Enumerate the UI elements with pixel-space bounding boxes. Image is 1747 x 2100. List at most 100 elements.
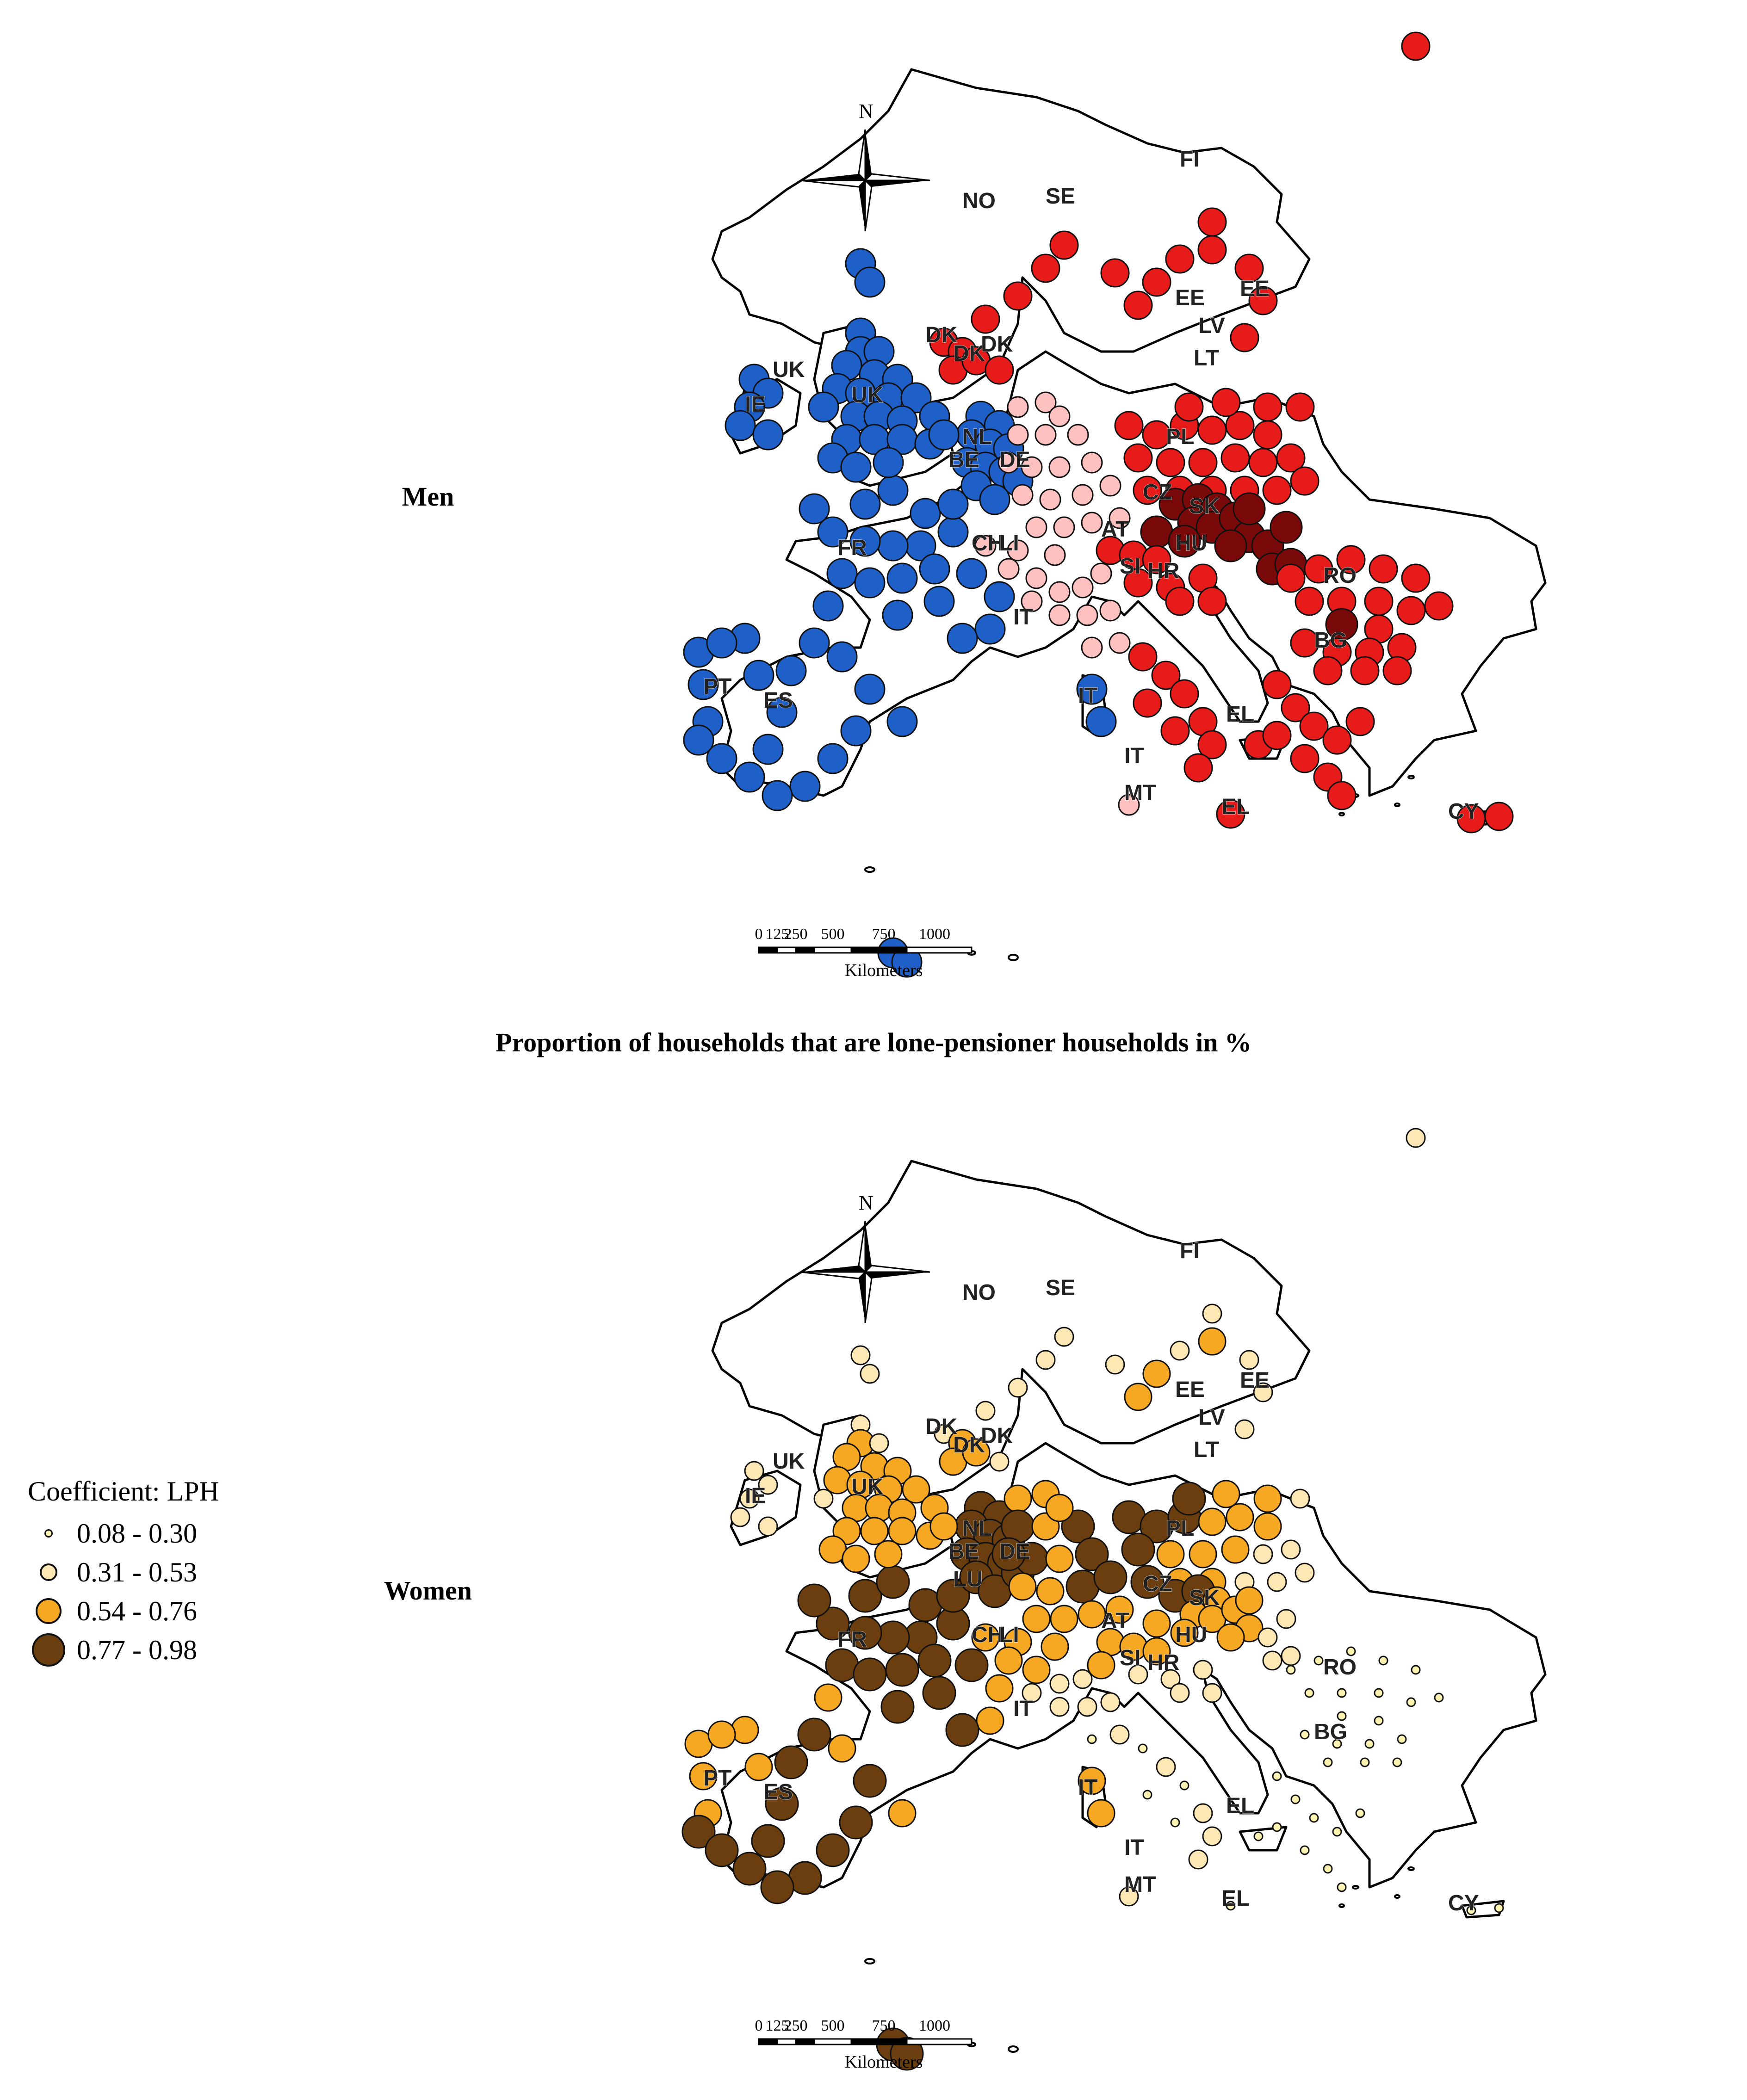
country-code-label: FR [837, 536, 867, 560]
region-point [923, 586, 955, 617]
region-point [1262, 670, 1292, 699]
region-point [1123, 443, 1153, 473]
region-point [1170, 1683, 1190, 1703]
map-panel-men: NO SE FI EE EE LV LT DK DK DK IE UK UK NL BE DE PL CZ SK AT… [683, 0, 1747, 1008]
region-point [812, 590, 844, 622]
region-point [1007, 396, 1029, 418]
region-point [1142, 1609, 1171, 1638]
region-point [928, 419, 960, 451]
region-point [1099, 599, 1121, 622]
region-point [1048, 405, 1071, 427]
region-point [848, 1616, 882, 1650]
region-point [1202, 1826, 1222, 1847]
region-point [1234, 253, 1264, 283]
region-point [1401, 563, 1431, 593]
region-point [962, 1438, 991, 1467]
region-point [1049, 1674, 1070, 1694]
region-point [1093, 1560, 1127, 1594]
region-point [760, 1870, 794, 1904]
region-point [823, 1466, 852, 1495]
region-point [1248, 286, 1278, 315]
region-point [971, 304, 1000, 334]
islet-outline [1407, 775, 1415, 779]
region-point [1130, 1565, 1165, 1599]
legend-title: Coefficient: LPH [28, 1476, 219, 1507]
region-point [1345, 707, 1375, 736]
north-label: N [859, 1192, 874, 1214]
region-point [799, 493, 830, 525]
region-point [848, 1579, 882, 1613]
region-point [1142, 545, 1171, 574]
region-point [1406, 1128, 1426, 1148]
legend-symbol-medium-circle [28, 1554, 69, 1591]
region-point [854, 567, 886, 599]
scale-tick-label: 1000 [919, 2017, 950, 2034]
region-point [869, 1433, 889, 1453]
region-point [1313, 656, 1343, 686]
region-point [1188, 448, 1218, 477]
region-point [813, 1489, 834, 1509]
country-code-label: SE [1046, 1276, 1075, 1300]
scale-unit-label: Kilometers [845, 961, 923, 980]
region-point [876, 1565, 910, 1599]
region-point [1364, 1739, 1375, 1749]
region-point [854, 266, 886, 298]
region-point [758, 1516, 778, 1537]
north-arrow-icon: N [800, 100, 930, 232]
country-code-label: DK [953, 1433, 985, 1458]
country-code-label: HR [1147, 559, 1179, 583]
country-code-label: LT [1194, 1438, 1219, 1462]
region-point [1133, 688, 1162, 718]
country-code-label: EE [1240, 1368, 1270, 1393]
region-point [1035, 424, 1057, 446]
country-code-label: SK [1189, 494, 1220, 519]
country-code-label: UK [851, 1475, 884, 1499]
region-point [1151, 661, 1181, 690]
scale-unit-label: Kilometers [845, 2052, 923, 2072]
region-point [1281, 1539, 1301, 1560]
region-point [1048, 581, 1071, 603]
region-point [1081, 451, 1103, 474]
scale-tick-label: 250 [784, 2017, 808, 2034]
region-point [1272, 1771, 1282, 1781]
region-point [1355, 1808, 1365, 1818]
region-point [1360, 1757, 1370, 1767]
region-point [910, 498, 941, 529]
country-code-label: MT [1124, 1872, 1156, 1897]
region-point [1290, 628, 1320, 658]
islet-outline [1407, 1866, 1415, 1871]
region-point [997, 558, 1020, 580]
map-panel-women: NO SE FI EE EE LV LT DK DK DK IE UK UK NL BE LU DE PL CZ SK… [681, 1092, 1747, 2091]
region-point [1350, 656, 1380, 686]
region-point [853, 1657, 887, 1692]
region-point [1239, 1350, 1259, 1370]
region-point [1300, 1845, 1310, 1855]
scale-tick-label: 125 [766, 2017, 789, 2034]
region-point [1160, 1669, 1181, 1689]
country-code-label: SE [1046, 184, 1075, 209]
scale-tick-label: 750 [872, 2017, 896, 2034]
region-point [900, 382, 932, 414]
region-point [1189, 1540, 1217, 1569]
region-point [917, 1643, 952, 1678]
islet-outline [1394, 1894, 1400, 1899]
country-code-label: IT [1124, 1835, 1144, 1860]
region-point [1332, 1827, 1342, 1837]
region-point [1313, 1655, 1324, 1666]
legend-symbol-largest-circle [28, 1631, 69, 1668]
region-point [1085, 706, 1117, 737]
region-point [1253, 1831, 1264, 1841]
region-point [886, 706, 918, 737]
region-point [828, 1734, 856, 1763]
region-point [1336, 545, 1366, 574]
region-point [1021, 590, 1043, 612]
country-code-label: HU [1175, 1623, 1207, 1647]
region-point [1172, 1482, 1206, 1516]
country-code-label: NO [962, 189, 996, 213]
scale-tick-label: 0 [755, 926, 763, 943]
country-code-label: EE [1175, 286, 1205, 310]
region-point [888, 1799, 917, 1828]
region-point [849, 488, 881, 520]
region-point [1299, 711, 1329, 741]
legend-label: 0.77 - 0.98 [77, 1634, 197, 1665]
